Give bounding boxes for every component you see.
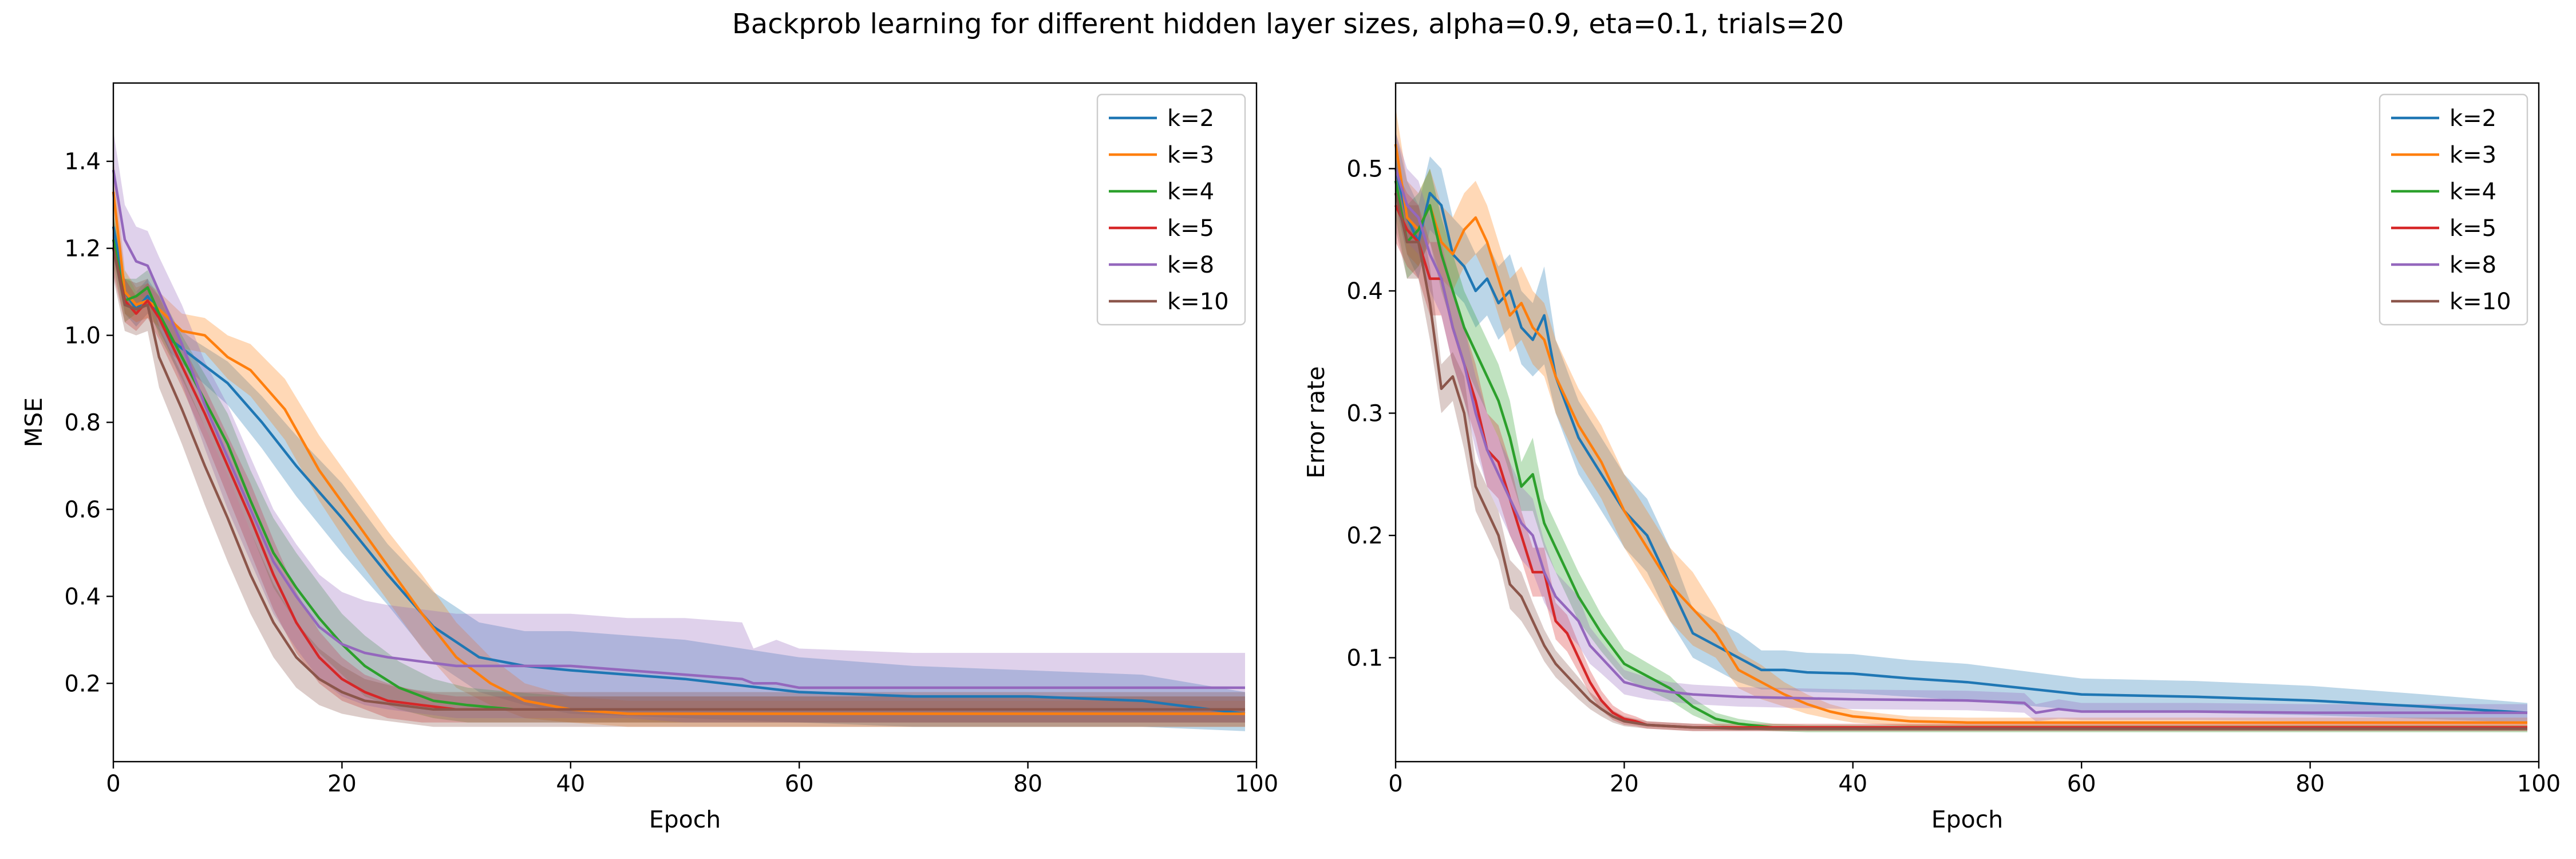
error-rate-plot-area [1394,107,2528,732]
mse-legend-box [1096,93,1246,326]
error-rate-legend-label: k=10 [2449,289,2511,315]
mse-legend-label: k=4 [1167,179,1214,205]
error-rate-legend-label: k=2 [2449,105,2496,132]
error-rate-x-tick-label: 20 [1610,771,1639,797]
mse-y-tick-label: 1.2 [64,236,101,262]
error-rate-k10-line [1394,192,2527,730]
mse-panel: 0 20 40 60 80 100 0.2 0.4 0.6 0.8 1.0 1.2 1.4 Epoch MS… [20,82,1278,833]
error-rate-y-tick-label: 0.1 [1346,645,1383,672]
error-rate-y-tick-label: 0.2 [1346,523,1383,549]
error-rate-x-tick-label: 80 [2296,771,2325,797]
error-rate-k8-line [1394,168,2527,714]
mse-legend: k=2 k=3 k=4 k=5 k=8 k=10 [1096,93,1246,326]
mse-legend-label: k=10 [1167,289,1229,315]
mse-x-tick-label: 100 [1235,771,1278,797]
error-rate-y-tick-label: 0.3 [1346,400,1383,427]
error-rate-x-tick-label: 40 [1838,771,1867,797]
error-rate-legend: k=2 k=3 k=4 k=5 k=8 k=10 [2379,93,2528,326]
error-rate-y-tick-label: 0.5 [1346,156,1383,182]
error-rate-legend-label: k=8 [2449,252,2496,278]
mse-y-tick-label: 0.4 [64,584,101,610]
mse-k2-band [113,196,1245,731]
mse-legend-label: k=8 [1167,252,1214,278]
mse-y-tick-label: 1.4 [64,149,101,175]
error-rate-k3-band [1396,107,2527,728]
mse-x-tick-label: 60 [785,771,814,797]
mse-k8-band [113,131,1245,723]
error-rate-axes-frame [1394,82,2540,763]
error-rate-y-tick-label: 0.4 [1346,278,1383,305]
mse-plot-area [112,131,1246,731]
error-rate-k2-band [1396,132,2527,723]
error-rate-legend-box [2379,93,2528,326]
error-rate-x-axis-label: Epoch [1931,806,2004,833]
error-rate-legend-label: k=5 [2449,215,2496,242]
error-rate-x-tick-label: 100 [2517,771,2561,797]
mse-legend-label: k=2 [1167,105,1214,132]
mse-y-tick-label: 1.0 [64,323,101,349]
error-rate-legend-label: k=4 [2449,179,2496,205]
mse-k8-line [112,170,1245,689]
error-rate-x-tick-label: 60 [2067,771,2096,797]
mse-x-axis-label: Epoch [649,806,721,833]
mse-x-tick-label: 20 [327,771,357,797]
error-rate-k3-line [1394,144,2527,724]
mse-x-tick-label: 80 [1013,771,1042,797]
mse-k3-line [112,191,1245,715]
mse-y-tick-label: 0.2 [64,671,101,697]
mse-x-tick-label: 40 [556,771,585,797]
mse-legend-label: k=3 [1167,142,1214,168]
error-rate-x-tick-label: 0 [1388,771,1402,797]
mse-k10-line [112,248,1245,711]
mse-y-tick-label: 0.8 [64,410,101,436]
mse-y-axis-label: MSE [20,397,48,447]
error-rate-legend-label: k=3 [2449,142,2496,168]
error-rate-panel: 0 20 40 60 80 100 0.1 0.2 0.3 0.4 0.5 Epoch Error ra… [1302,82,2561,833]
figure-title: Backprob learning for different hidden l… [732,8,1844,40]
error-rate-y-axis-label: Error rate [1302,366,1330,478]
mse-y-tick-label: 0.6 [64,497,101,523]
mse-x-tick-label: 0 [106,771,120,797]
error-rate-k5-band [1396,168,2527,731]
mse-legend-label: k=5 [1167,215,1214,242]
